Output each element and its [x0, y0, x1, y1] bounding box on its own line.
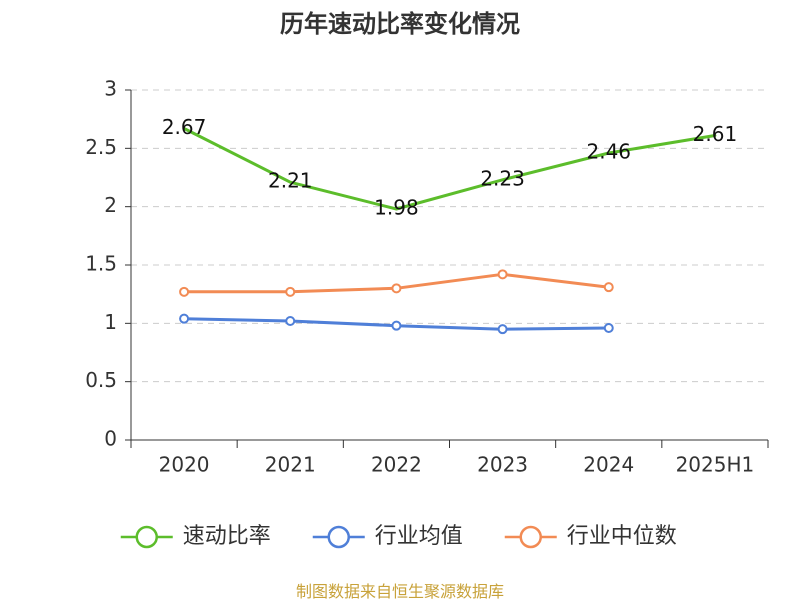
y-tick-label: 2	[104, 193, 117, 217]
legend-label: 行业中位数	[567, 524, 677, 549]
legend-marker	[519, 525, 542, 549]
x-tick-label: 2025H1	[676, 453, 755, 477]
data-point	[179, 286, 190, 297]
data-point	[497, 324, 508, 335]
data-point	[391, 320, 402, 331]
legend-item-2: 行业中位数	[504, 524, 677, 549]
legend-label: 速动比率	[183, 524, 271, 549]
legend-marker	[135, 525, 158, 549]
x-tick-label: 2020	[159, 453, 210, 477]
x-tick-label: 2024	[583, 453, 634, 477]
y-tick-label: 1.5	[85, 252, 117, 276]
data-point	[285, 286, 296, 297]
data-label: 2.67	[162, 115, 207, 139]
data-label: 2.46	[586, 140, 631, 164]
data-point	[391, 283, 402, 294]
grid-lines	[131, 89, 768, 383]
y-tick-label: 0.5	[85, 368, 117, 392]
legend: 速动比率 行业均值 行业中位数	[120, 524, 677, 549]
x-tick-label: 2021	[265, 453, 316, 477]
data-label: 2.23	[480, 166, 525, 190]
data-point	[603, 323, 614, 333]
axes: 0 0.5 1 1.5 2 2.5 3 2020 2021 2022 2023 2024 2025H1	[85, 77, 769, 477]
legend-item-0: 速动比率	[120, 524, 271, 549]
data-labels: 2.67 2.21 1.98 2.23 2.46 2.61	[162, 115, 737, 220]
chart-title: 历年速动比率变化情况	[280, 10, 520, 38]
legend-item-1: 行业均值	[312, 524, 463, 549]
legend-label: 行业均值	[375, 524, 463, 549]
x-tick-label: 2022	[371, 453, 422, 477]
y-tick-label: 1	[104, 310, 117, 334]
series-lines	[179, 127, 717, 335]
x-tick-label: 2023	[477, 453, 528, 477]
data-point	[285, 316, 296, 326]
data-point	[497, 269, 508, 280]
series-line-0	[182, 127, 717, 211]
data-point	[179, 313, 190, 324]
data-point	[603, 282, 614, 293]
data-label: 2.61	[693, 122, 738, 146]
data-label: 1.98	[374, 196, 419, 220]
legend-marker	[327, 525, 350, 549]
data-source-note: 制图数据来自恒生聚源数据库	[295, 582, 504, 601]
data-label: 2.21	[268, 169, 313, 193]
y-tick-label: 2.5	[85, 135, 117, 159]
y-tick-label: 3	[104, 77, 117, 101]
y-tick-label: 0	[104, 427, 117, 451]
